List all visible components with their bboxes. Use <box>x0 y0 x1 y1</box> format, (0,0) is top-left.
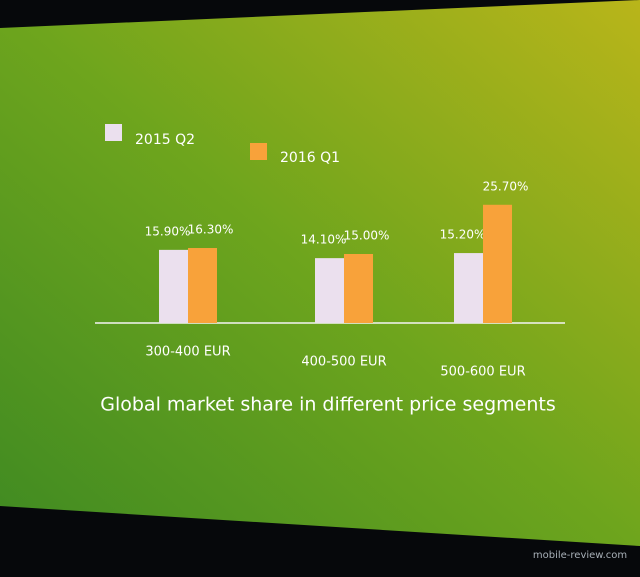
chart-title: Global market share in different price s… <box>100 394 555 416</box>
value-label: 25.70% <box>483 179 529 193</box>
bar <box>483 204 512 323</box>
legend-label: 2015 Q2 <box>135 132 195 148</box>
watermark: mobile-review.com <box>533 550 627 561</box>
legend-swatch <box>250 143 267 160</box>
x-tick-label: 300-400 EUR <box>145 345 230 360</box>
bar <box>159 249 188 323</box>
value-label: 15.90% <box>145 224 191 238</box>
bar <box>188 248 217 323</box>
bar <box>344 254 373 323</box>
value-label: 16.30% <box>188 223 234 237</box>
value-label: 14.10% <box>301 233 347 247</box>
x-tick-label: 400-500 EUR <box>301 355 386 370</box>
value-label: 15.00% <box>344 229 390 243</box>
x-tick-label: 500-600 EUR <box>440 365 525 380</box>
bar <box>315 258 344 323</box>
legend-label: 2016 Q1 <box>280 150 340 166</box>
legend-swatch <box>105 124 122 141</box>
value-label: 15.20% <box>440 228 486 242</box>
bar <box>454 253 483 323</box>
